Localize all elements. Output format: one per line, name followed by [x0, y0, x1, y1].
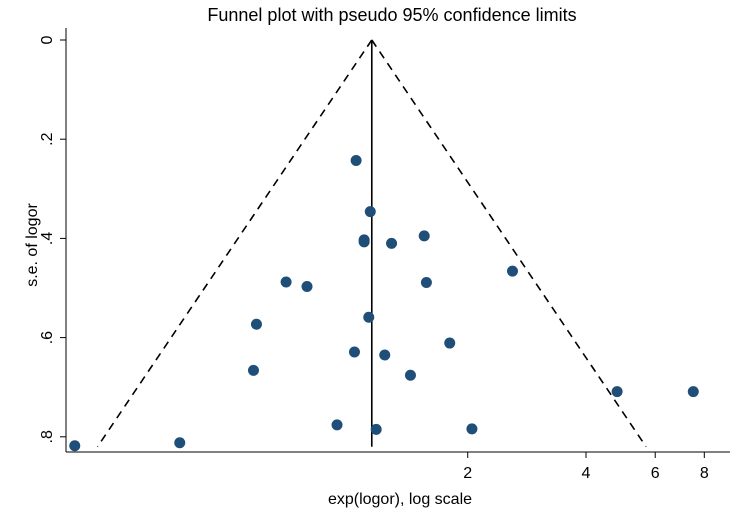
- data-point: [301, 281, 313, 293]
- data-point: [611, 386, 623, 398]
- data-point: [69, 440, 81, 452]
- x-tick-label: 4: [582, 465, 591, 482]
- y-tick-label: .4: [39, 232, 56, 245]
- data-point: [247, 364, 259, 376]
- data-point: [687, 386, 699, 398]
- y-tick-label: .6: [39, 331, 56, 344]
- data-point: [404, 369, 416, 381]
- data-point: [358, 236, 370, 248]
- data-point: [348, 346, 360, 358]
- x-tick-label: 2: [463, 465, 472, 482]
- y-axis-ticks: 0 .2 .4 .6 .8: [39, 35, 66, 443]
- y-tick-label: 0: [39, 35, 56, 44]
- funnel-lines: [96, 39, 647, 448]
- y-axis-title: s.e. of logor: [24, 203, 41, 287]
- data-point: [466, 423, 478, 435]
- data-point: [420, 277, 432, 289]
- y-tick-label: .8: [39, 430, 56, 443]
- data-point: [418, 230, 430, 242]
- lower-confidence-limit: [96, 39, 373, 448]
- chart-title: Funnel plot with pseudo 95% confidence l…: [207, 5, 576, 25]
- data-point: [370, 423, 382, 435]
- data-point: [250, 318, 262, 330]
- data-point: [379, 349, 391, 361]
- data-point: [350, 155, 362, 167]
- data-point: [280, 276, 292, 288]
- data-point: [386, 237, 398, 249]
- data-points: [69, 155, 699, 452]
- x-axis-ticks: 2 4 6 8: [463, 452, 709, 482]
- data-point: [363, 311, 375, 323]
- data-point: [174, 437, 186, 449]
- data-point: [364, 206, 376, 218]
- x-tick-label: 6: [651, 465, 660, 482]
- x-axis-title: exp(logor), log scale: [328, 491, 472, 508]
- data-point: [506, 265, 518, 277]
- upper-confidence-limit: [371, 39, 647, 448]
- y-tick-label: .2: [39, 132, 56, 145]
- data-point: [331, 419, 343, 431]
- x-tick-label: 8: [700, 465, 709, 482]
- data-point: [444, 337, 456, 349]
